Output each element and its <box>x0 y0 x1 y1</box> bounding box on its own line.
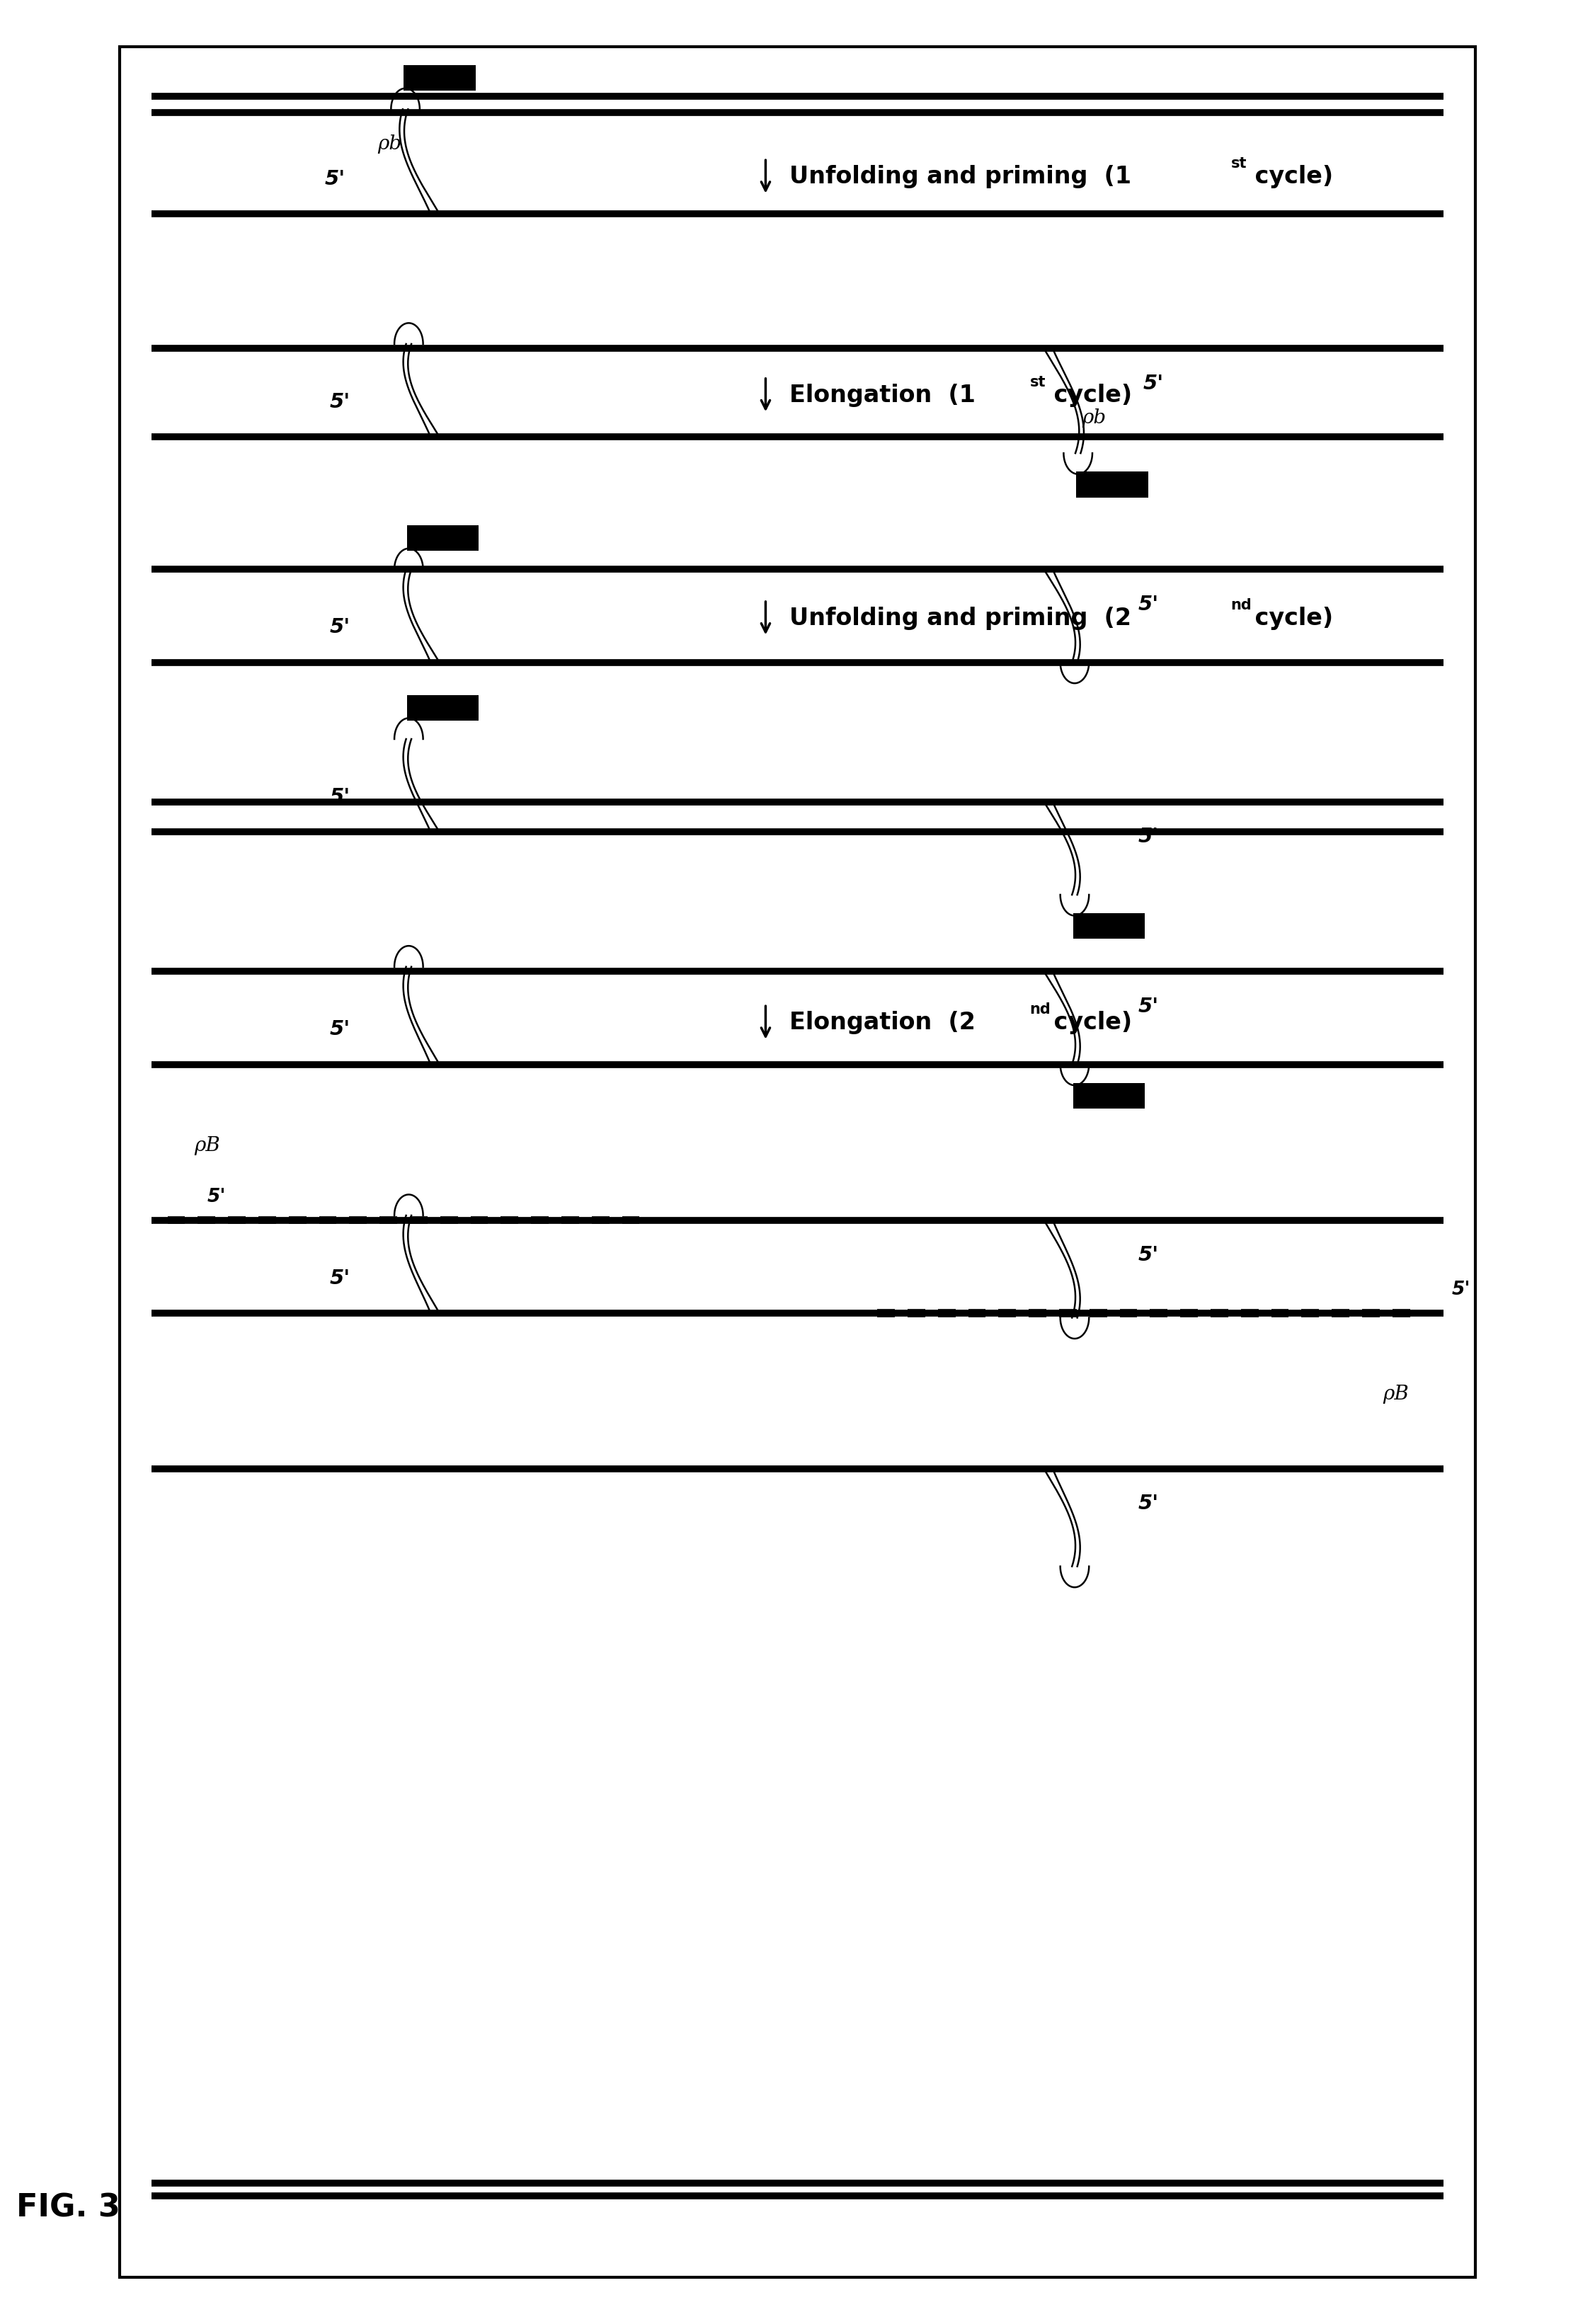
Bar <box>1059 1308 1077 1318</box>
Text: st: st <box>1231 156 1247 172</box>
Bar <box>908 1308 925 1318</box>
Text: ρb: ρb <box>1081 409 1105 428</box>
Bar <box>167 1215 185 1225</box>
Bar <box>1180 1308 1198 1318</box>
Bar <box>289 1215 306 1225</box>
Bar <box>1332 1308 1349 1318</box>
Text: FIG. 3: FIG. 3 <box>16 2192 120 2224</box>
Text: 5': 5' <box>1139 595 1158 614</box>
Bar <box>407 525 478 551</box>
Bar <box>938 1308 955 1318</box>
Text: nd: nd <box>1030 1002 1051 1018</box>
Bar <box>1241 1308 1258 1318</box>
Text: cycle): cycle) <box>1247 165 1333 188</box>
Text: 5': 5' <box>330 788 349 806</box>
Bar <box>1077 472 1148 497</box>
Bar <box>561 1215 579 1225</box>
Text: Unfolding and priming  (2: Unfolding and priming (2 <box>790 607 1131 630</box>
Text: Elongation  (1: Elongation (1 <box>790 383 976 407</box>
Bar <box>349 1215 367 1225</box>
Text: 5': 5' <box>330 1269 349 1287</box>
Text: 5': 5' <box>1144 374 1163 393</box>
Text: nd: nd <box>1231 597 1252 614</box>
Text: 5': 5' <box>1451 1281 1471 1299</box>
Bar <box>877 1308 895 1318</box>
Bar <box>440 1215 458 1225</box>
Bar <box>968 1308 986 1318</box>
Text: 5': 5' <box>1139 827 1158 846</box>
Bar <box>120 46 1475 2278</box>
Bar <box>228 1215 246 1225</box>
Bar <box>1302 1308 1319 1318</box>
Bar <box>1211 1308 1228 1318</box>
Bar <box>592 1215 609 1225</box>
Bar <box>198 1215 215 1225</box>
Text: 5': 5' <box>1139 1246 1158 1264</box>
Bar <box>404 65 475 91</box>
Bar <box>407 695 478 720</box>
Text: 5': 5' <box>1139 997 1158 1016</box>
Text: st: st <box>1030 374 1046 390</box>
Text: ρB: ρB <box>1383 1385 1408 1404</box>
Bar <box>410 1215 427 1225</box>
Text: 5': 5' <box>330 393 349 411</box>
Bar <box>1073 1083 1145 1109</box>
Bar <box>501 1215 518 1225</box>
Bar <box>380 1215 397 1225</box>
Bar <box>531 1215 549 1225</box>
Text: ρb: ρb <box>378 135 402 153</box>
Bar <box>1362 1308 1380 1318</box>
Text: cycle): cycle) <box>1247 607 1333 630</box>
Bar <box>471 1215 488 1225</box>
Bar <box>1392 1308 1410 1318</box>
Bar <box>622 1215 640 1225</box>
Bar <box>258 1215 276 1225</box>
Text: 5': 5' <box>330 618 349 637</box>
Bar <box>1029 1308 1046 1318</box>
Text: 5': 5' <box>330 1020 349 1039</box>
Bar <box>1073 913 1145 939</box>
Bar <box>998 1308 1016 1318</box>
Bar <box>319 1215 337 1225</box>
Text: ρB: ρB <box>195 1136 220 1155</box>
Text: 5': 5' <box>325 170 345 188</box>
Text: 5': 5' <box>1139 1494 1158 1513</box>
Text: 5': 5' <box>207 1188 226 1206</box>
Text: Elongation  (2: Elongation (2 <box>790 1011 976 1034</box>
Text: cycle): cycle) <box>1046 1011 1132 1034</box>
Text: cycle): cycle) <box>1046 383 1132 407</box>
Bar <box>1089 1308 1107 1318</box>
Bar <box>1271 1308 1289 1318</box>
Text: Unfolding and priming  (1: Unfolding and priming (1 <box>790 165 1131 188</box>
Bar <box>1120 1308 1137 1318</box>
Bar <box>1150 1308 1168 1318</box>
